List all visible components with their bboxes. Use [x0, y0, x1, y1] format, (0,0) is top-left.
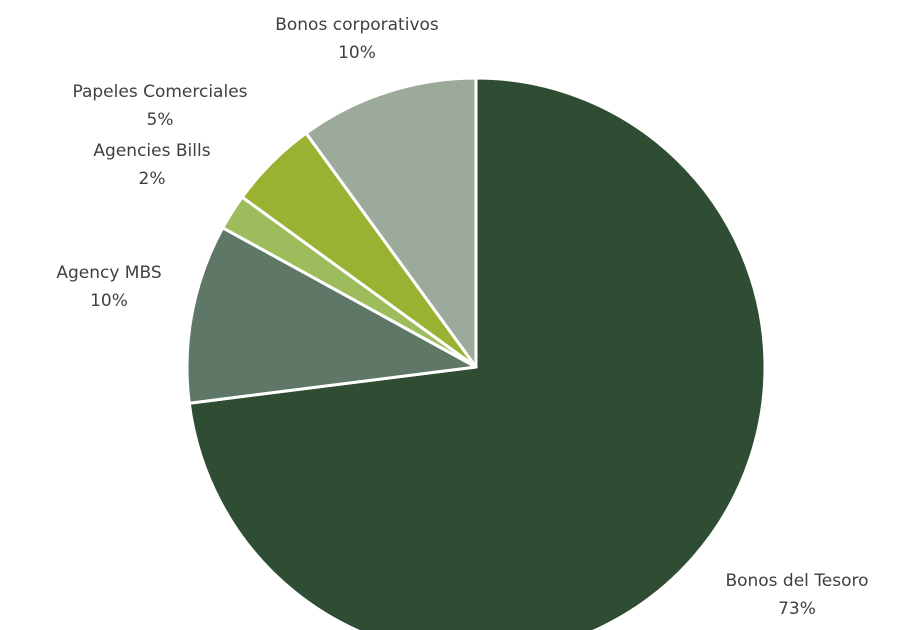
slice-value-label-agencies-bills: 2%: [139, 169, 166, 189]
slice-label-agency-mbs: Agency MBS: [56, 263, 161, 283]
labels-layer: Bonos del Tesoro 73% Agency MBS 10% Agencies…: [56, 15, 868, 619]
slice-label-bonos-del-tesoro: Bonos del Tesoro: [725, 571, 868, 591]
slice-value-label-bonos-del-tesoro: 73%: [778, 599, 816, 619]
slice-value-label-bonos-corporativos: 10%: [338, 43, 376, 63]
pie-slice-bonos-corporativos: [304, 76, 478, 369]
slice-label-papeles-comerciales: Papeles Comerciales: [72, 82, 247, 102]
pie-slice-agency-mbs: [185, 226, 478, 405]
slice-value-label-agency-mbs: 10%: [90, 291, 128, 311]
slice-value-label-papeles-comerciales: 5%: [147, 110, 174, 130]
slices-layer: [185, 76, 767, 630]
slice-label-agencies-bills: Agencies Bills: [93, 141, 210, 161]
slice-label-bonos-corporativos: Bonos corporativos: [275, 15, 439, 35]
